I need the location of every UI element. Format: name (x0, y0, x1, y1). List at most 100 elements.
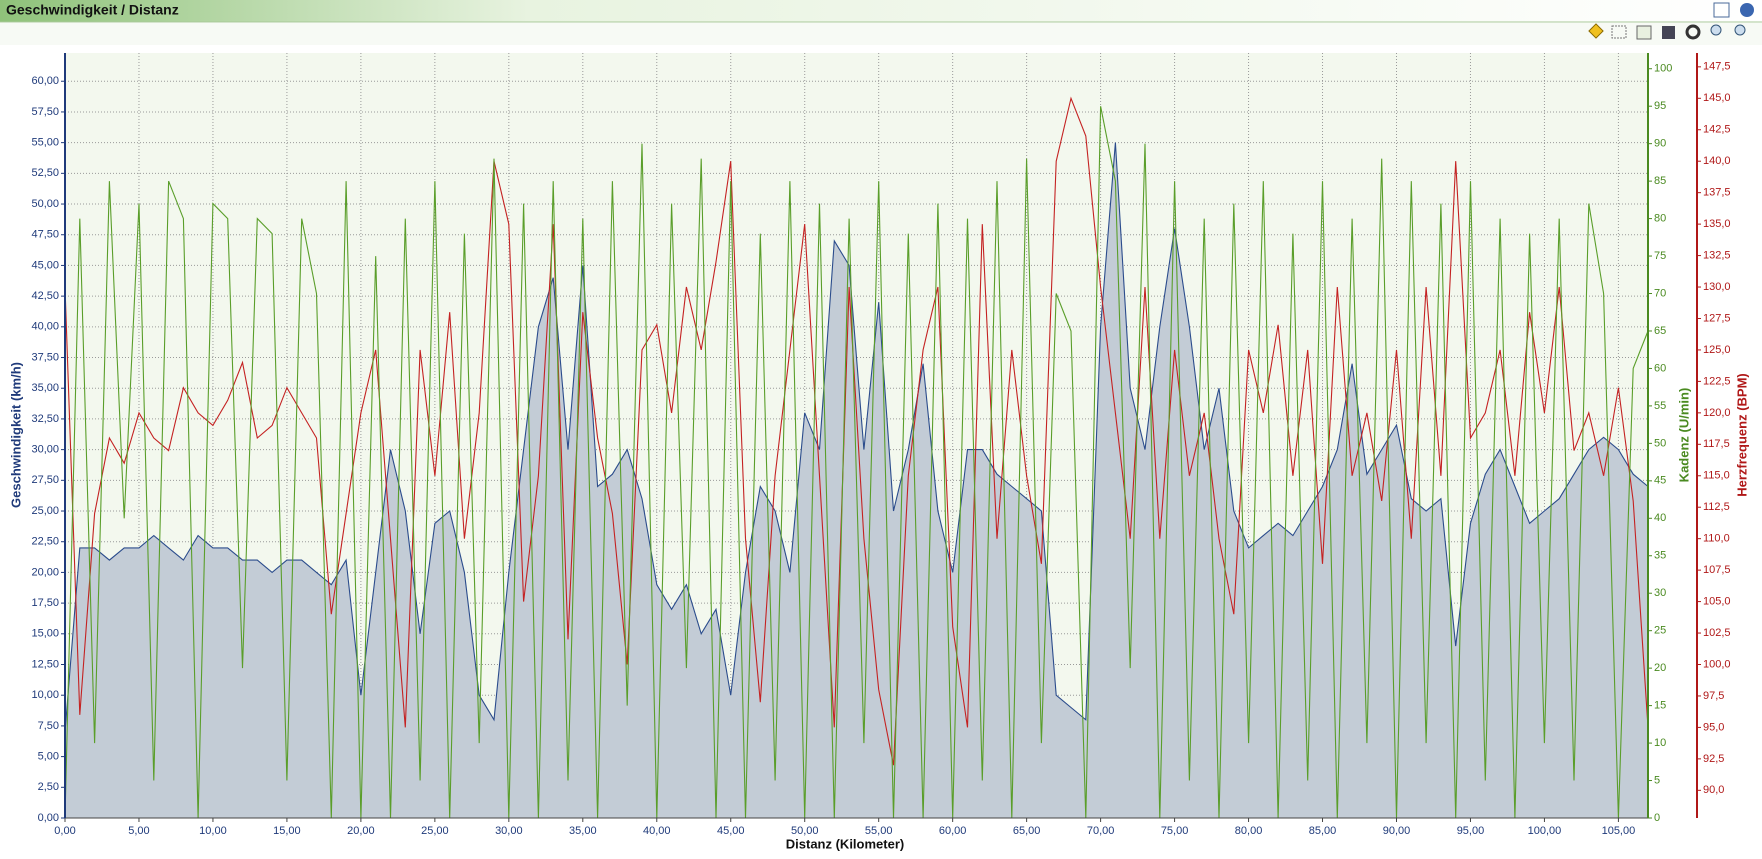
x-tick-label: 50,00 (791, 825, 819, 837)
save-button[interactable] (1662, 26, 1675, 39)
y3-tick-label: 145,0 (1703, 92, 1731, 104)
y3-tick-label: 115,0 (1703, 470, 1730, 482)
x-tick-label: 105,00 (1602, 825, 1636, 837)
title-bar (0, 0, 1762, 22)
y-tick-label: 35,00 (31, 382, 59, 394)
y-tick-label: 7,50 (38, 720, 59, 732)
y3-tick-label: 125,0 (1703, 344, 1731, 356)
y-tick-label: 17,50 (31, 597, 59, 609)
y3-tick-label: 95,0 (1703, 721, 1724, 733)
chart-button[interactable] (1636, 25, 1652, 40)
y2-tick-label: 25 (1654, 625, 1666, 637)
x-tick-label: 40,00 (643, 825, 671, 837)
y2-tick-label: 80 (1654, 212, 1666, 224)
x-tick-label: 45,00 (717, 825, 745, 837)
y-tick-label: 27,50 (31, 474, 59, 486)
y2-tick-label: 15 (1654, 700, 1666, 712)
y-tick-label: 37,50 (31, 351, 59, 363)
y-tick-label: 25,00 (31, 505, 59, 517)
y-tick-label: 20,00 (31, 566, 59, 578)
x-tick-label: 100,00 (1528, 825, 1562, 837)
layout-button[interactable] (1713, 2, 1730, 18)
toolbar-icons (1588, 23, 1746, 40)
y2-tick-label: 90 (1654, 138, 1666, 150)
y3-tick-label: 102,5 (1703, 627, 1731, 639)
y3-tick-label: 127,5 (1703, 312, 1731, 324)
chart-title: Geschwindigkeit / Distanz (6, 2, 179, 18)
y-tick-label: 22,50 (31, 536, 59, 548)
settings-button[interactable] (1685, 24, 1701, 40)
marker-button[interactable] (1588, 23, 1604, 39)
y-tick-label: 32,50 (31, 413, 59, 425)
y2-tick-label: 60 (1654, 362, 1666, 374)
y3-tick-label: 142,5 (1703, 124, 1731, 136)
y-tick-label: 30,00 (31, 444, 59, 456)
y2-tick-label: 100 (1654, 63, 1672, 75)
x-tick-label: 80,00 (1235, 825, 1263, 837)
x-tick-label: 5,00 (128, 825, 149, 837)
y2-tick-label: 95 (1654, 100, 1666, 112)
y3-tick-label: 132,5 (1703, 249, 1731, 261)
x-tick-label: 25,00 (421, 825, 449, 837)
y2-tick-label: 5 (1654, 774, 1660, 786)
y3-axis-label: Herzfrequenz (BPM) (1734, 373, 1749, 497)
y-tick-label: 57,50 (31, 106, 59, 118)
x-tick-label: 60,00 (939, 825, 967, 837)
zoom-in-button[interactable] (1710, 24, 1722, 36)
toolbar (0, 23, 1762, 45)
x-tick-label: 30,00 (495, 825, 523, 837)
series-line (64, 96, 1649, 766)
y2-tick-label: 45 (1654, 475, 1666, 487)
y-tick-label: 50,00 (31, 198, 59, 210)
y2-axis-label: Kadenz (U/min) (1676, 388, 1691, 483)
y-tick-label: 60,00 (31, 75, 59, 87)
x-tick-label: 35,00 (569, 825, 597, 837)
y3-tick-label: 120,0 (1703, 407, 1731, 419)
y2-tick-label: 20 (1654, 662, 1666, 674)
y3-tick-label: 122,5 (1703, 375, 1731, 387)
y2-tick-label: 30 (1654, 587, 1666, 599)
grid-button[interactable] (1611, 25, 1627, 39)
y3-tick-label: 105,0 (1703, 595, 1731, 607)
x-tick-label: 95,00 (1457, 825, 1485, 837)
y2-tick-label: 85 (1654, 175, 1666, 187)
zoom-out-button[interactable] (1734, 24, 1746, 36)
x-tick-label: 20,00 (347, 825, 375, 837)
y-tick-label: 5,00 (38, 751, 59, 763)
x-tick-label: 10,00 (199, 825, 227, 837)
x-axis-label: Distanz (Kilometer) (786, 836, 904, 851)
y2-tick-label: 55 (1654, 400, 1666, 412)
y3-tick-label: 100,0 (1703, 658, 1731, 670)
y-tick-label: 55,00 (31, 137, 59, 149)
y-tick-label: 10,00 (31, 689, 59, 701)
y3-tick-label: 135,0 (1703, 218, 1731, 230)
y-tick-label: 12,50 (31, 658, 59, 670)
y-tick-label: 15,00 (31, 628, 59, 640)
y-tick-label: 47,50 (31, 229, 59, 241)
y3-tick-label: 90,0 (1703, 784, 1724, 796)
y3-tick-label: 140,0 (1703, 155, 1731, 167)
x-tick-label: 0,00 (54, 825, 75, 837)
y3-tick-label: 130,0 (1703, 281, 1731, 293)
y3-tick-label: 147,5 (1703, 61, 1731, 73)
x-tick-label: 55,00 (865, 825, 893, 837)
y3-tick-label: 137,5 (1703, 187, 1731, 199)
y-axis-label: Geschwindigkeit (km/h) (8, 362, 23, 508)
x-tick-label: 15,00 (273, 825, 301, 837)
y3-tick-label: 112,5 (1703, 501, 1730, 513)
y2-tick-label: 65 (1654, 325, 1666, 337)
y-tick-label: 2,50 (38, 781, 59, 793)
y2-tick-label: 50 (1654, 437, 1666, 449)
x-tick-label: 75,00 (1161, 825, 1189, 837)
y2-tick-label: 35 (1654, 550, 1666, 562)
y3-tick-label: 117,5 (1703, 438, 1730, 450)
y-tick-label: 52,50 (31, 167, 59, 179)
collapse-button[interactable] (1740, 3, 1754, 17)
series-line (64, 106, 1649, 819)
y3-tick-label: 110,0 (1703, 533, 1730, 545)
y3-tick-label: 97,5 (1703, 690, 1724, 702)
y3-tick-label: 107,5 (1703, 564, 1731, 576)
y2-tick-label: 75 (1654, 250, 1666, 262)
y-tick-label: 0,00 (38, 812, 59, 824)
